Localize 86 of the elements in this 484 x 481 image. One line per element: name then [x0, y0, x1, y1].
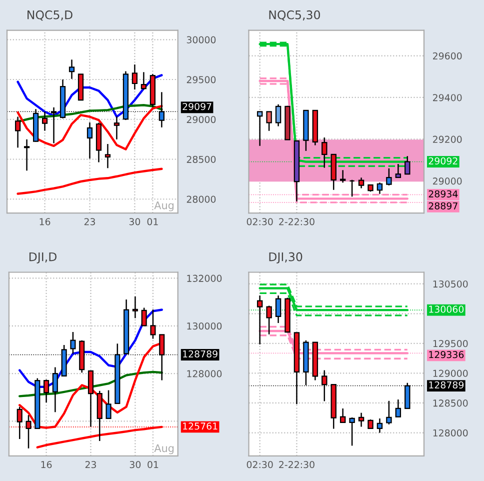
x-tick-label: 2-22:30 [279, 218, 314, 226]
y-tick-label: 29000 [433, 178, 462, 185]
y-tick-label: 132000 [187, 274, 222, 282]
candlestick [404, 155, 410, 175]
candlestick [322, 136, 328, 168]
y-tick-label: 29600 [433, 52, 462, 60]
candlestick [266, 111, 272, 132]
candlestick [275, 294, 282, 324]
y-tick-label: 29400 [433, 94, 462, 102]
candlestick [358, 412, 364, 428]
x-tick-label: 30 [129, 218, 140, 226]
x-tick-label: 16 [41, 461, 52, 468]
candlestick [395, 398, 402, 418]
ref-line-label: 28934 [428, 190, 458, 198]
y-tick-label: 130500 [433, 280, 468, 288]
x-tick-label: 2-22:30 [279, 461, 314, 468]
ref-line-label: 129336 [429, 351, 464, 358]
candlestick [24, 138, 30, 172]
chart-title: DJI,30 [269, 252, 302, 264]
candlestick [140, 72, 147, 90]
candlestick [150, 308, 156, 340]
candlestick [349, 416, 355, 446]
x-tick-label: 16 [40, 218, 50, 226]
x-tick-label: 02:30 [246, 218, 273, 226]
y-tick-label: 28000 [186, 196, 216, 203]
x-tick-label: 01 [147, 218, 158, 226]
candlestick [256, 111, 263, 147]
candlestick [52, 366, 58, 413]
line-series [16, 74, 163, 118]
y-tick-label: 129000 [433, 370, 468, 377]
candlestick [15, 116, 21, 148]
x-tick-label: 02:30 [246, 461, 273, 468]
chart-title: DJI,D [29, 252, 57, 264]
candlestick [88, 370, 94, 428]
candlestick [386, 400, 392, 426]
annotation: Aug [154, 444, 174, 454]
candlestick [86, 122, 93, 160]
line-series [16, 168, 163, 195]
ref-line-label: 29097 [182, 102, 212, 110]
ref-line-label: 130060 [429, 306, 464, 313]
candlestick [256, 294, 263, 345]
y-tick-label: 29200 [433, 136, 462, 143]
line-series [18, 370, 163, 398]
candlestick [395, 163, 402, 178]
candlestick [104, 143, 111, 169]
candlestick [376, 182, 383, 195]
ref-line-label: 28897 [428, 202, 458, 210]
candlestick [132, 64, 138, 90]
candlestick [132, 296, 138, 319]
x-tick-label: 23 [84, 218, 95, 226]
line-series [16, 104, 163, 150]
candlestick [266, 305, 272, 335]
candlestick [114, 116, 120, 140]
chart-title: NQC5,30 [269, 10, 320, 21]
y-tick-label: 128500 [433, 400, 468, 407]
ref-line-label: 125761 [183, 422, 218, 430]
annotation: Aug [154, 201, 174, 212]
y-tick-label: 128000 [187, 370, 222, 378]
candlestick [376, 418, 383, 434]
x-tick-label: 23 [85, 461, 96, 468]
candlestick [141, 307, 147, 326]
y-tick-label: 29000 [186, 116, 216, 124]
candlestick [358, 176, 364, 189]
candlestick [106, 390, 112, 420]
x-tick-label: 30 [130, 461, 141, 468]
candlestick [70, 331, 76, 354]
candlestick [340, 169, 346, 184]
chart-title: NQC5,D [28, 10, 72, 21]
ref-line-label: 128789 [183, 350, 218, 358]
candlestick [349, 179, 355, 198]
y-tick-label: 130000 [187, 322, 222, 330]
candlestick [275, 104, 282, 127]
candlestick [16, 406, 22, 440]
candlestick [44, 378, 50, 404]
candlestick [340, 408, 346, 424]
ref-line-label: 128789 [429, 381, 464, 389]
y-tick-label: 129500 [433, 340, 468, 348]
x-tick-label: 01 [148, 461, 158, 468]
y-tick-label: 30000 [186, 36, 216, 44]
y-tick-label: 29500 [186, 76, 216, 84]
y-tick-label: 128000 [433, 429, 468, 436]
candlestick [26, 414, 32, 449]
candlestick [386, 168, 392, 186]
y-tick-label: 28500 [186, 156, 216, 163]
candlestick [68, 58, 75, 80]
ref-line-label: 29092 [428, 157, 458, 164]
